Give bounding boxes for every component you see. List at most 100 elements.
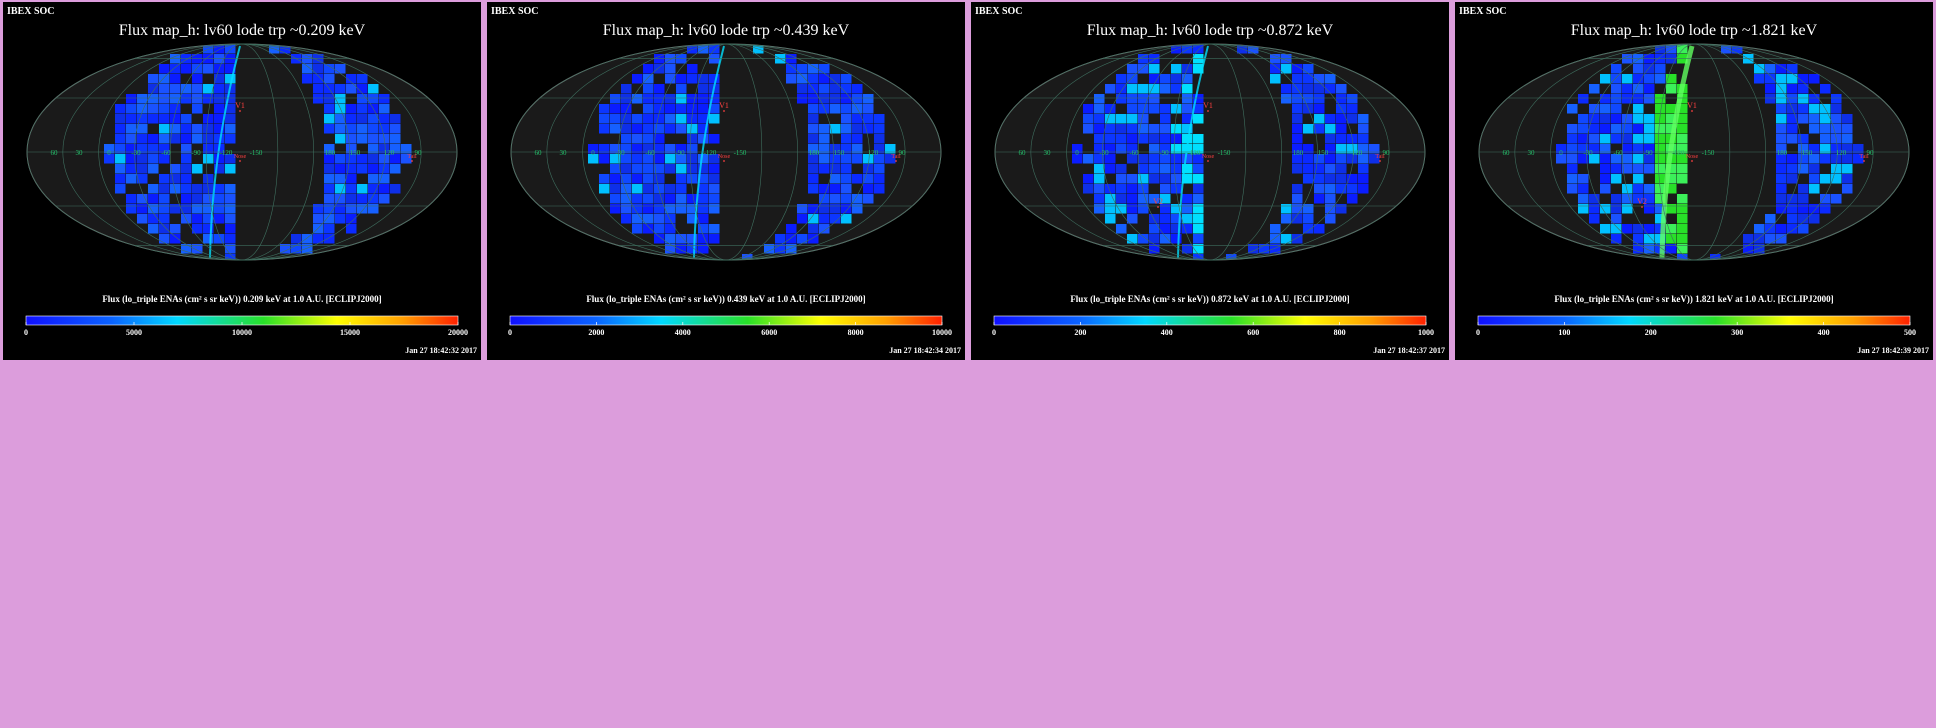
flux-pixel: [1105, 214, 1116, 224]
flux-pixel: [764, 244, 775, 254]
flux-pixel: [852, 204, 863, 214]
flux-pixel: [676, 154, 687, 164]
flux-pixel: [1787, 154, 1798, 164]
flux-pixel: [830, 124, 841, 134]
flux-pixel: [126, 134, 137, 144]
flux-pixel: [225, 124, 236, 134]
flux-pixel: [632, 154, 643, 164]
colorbar-tick-label: 5000: [126, 328, 142, 337]
flux-pixel: [1292, 204, 1303, 214]
flux-pixel: [368, 144, 379, 154]
flux-pixel: [1160, 224, 1171, 234]
flux-pixel: [1776, 94, 1787, 104]
flux-pixel: [1127, 184, 1138, 194]
flux-pixel: [1138, 164, 1149, 174]
flux-pixel: [808, 164, 819, 174]
flux-pixel: [368, 164, 379, 174]
flux-pixel: [346, 104, 357, 114]
flux-pixel: [1182, 114, 1193, 124]
flux-pixel: [654, 144, 665, 154]
flux-pixel: [632, 144, 643, 154]
flux-pixel: [181, 134, 192, 144]
flux-pixel: [1765, 74, 1776, 84]
flux-pixel: [1622, 184, 1633, 194]
flux-pixel: [1633, 244, 1644, 254]
flux-pixel: [1633, 224, 1644, 234]
marker-dot: [1641, 206, 1643, 208]
flux-pixel: [863, 174, 874, 184]
header-label: IBEX SOC: [1459, 6, 1507, 17]
flux-pixel: [808, 134, 819, 144]
flux-pixel: [1578, 124, 1589, 134]
flux-pixel: [885, 144, 896, 154]
flux-pixel: [599, 144, 610, 154]
flux-pixel: [1666, 184, 1677, 194]
flux-pixel: [1292, 234, 1303, 244]
flux-pixel: [874, 174, 885, 184]
flux-pixel: [1677, 94, 1688, 104]
flux-pixel: [1127, 64, 1138, 74]
flux-pixel: [1347, 144, 1358, 154]
flux-pixel: [324, 164, 335, 174]
flux-pixel: [203, 214, 214, 224]
longitude-label: 60: [535, 149, 543, 157]
flux-map-panel: 60 30 0 -30 -60 -90 -120 -150 180 150 120 90 V1 Nose T…: [1455, 2, 1933, 360]
flux-pixel: [1171, 44, 1182, 54]
longitude-line: [510, 43, 942, 261]
flux-pixel: [632, 74, 643, 84]
flux-pixel: [599, 124, 610, 134]
flux-pixel: [346, 184, 357, 194]
flux-pixel: [1644, 164, 1655, 174]
colorbar: [509, 315, 943, 326]
flux-pixel: [379, 174, 390, 184]
marker-dot: [239, 110, 241, 112]
flux-pixel: [676, 144, 687, 154]
longitude-label: -30: [615, 149, 625, 157]
flux-pixel: [192, 64, 203, 74]
flux-pixel: [610, 164, 621, 174]
flux-pixel: [1776, 114, 1787, 124]
flux-pixel: [1149, 154, 1160, 164]
flux-pixel: [1116, 164, 1127, 174]
flux-pixel: [1314, 104, 1325, 114]
flux-pixel: [819, 84, 830, 94]
flux-pixel: [1193, 234, 1204, 244]
flux-pixel: [324, 174, 335, 184]
flux-pixel: [1193, 64, 1204, 74]
flux-pixel: [324, 224, 335, 234]
flux-pixel: [863, 184, 874, 194]
flux-pixel: [808, 224, 819, 234]
flux-pixel: [621, 154, 632, 164]
flux-pixel: [654, 224, 665, 234]
flux-pixel: [170, 204, 181, 214]
flux-pixel: [1149, 104, 1160, 114]
flux-pixel: [335, 84, 346, 94]
flux-pixel: [1347, 104, 1358, 114]
longitude-label: 0: [107, 149, 111, 157]
flux-pixel: [775, 244, 786, 254]
flux-pixel: [808, 154, 819, 164]
flux-pixel: [709, 174, 720, 184]
flux-pixel: [687, 44, 698, 54]
flux-pixel: [852, 194, 863, 204]
flux-pixel: [698, 104, 709, 114]
flux-pixel: [1798, 134, 1809, 144]
flux-pixel: [313, 64, 324, 74]
flux-pixel: [687, 214, 698, 224]
flux-pixel: [1336, 174, 1347, 184]
flux-pixel: [1644, 224, 1655, 234]
flux-pixel: [192, 204, 203, 214]
flux-pixel: [1116, 84, 1127, 94]
graticule: [510, 43, 942, 261]
flux-pixel: [698, 204, 709, 214]
flux-pixel: [1578, 94, 1589, 104]
flux-pixels: [1556, 44, 1864, 260]
flux-pixel: [1809, 124, 1820, 134]
flux-pixel: [621, 164, 632, 174]
flux-pixel: [225, 184, 236, 194]
flux-pixel: [368, 174, 379, 184]
longitude-label: -60: [1613, 149, 1623, 157]
flux-pixel: [203, 174, 214, 184]
flux-pixel: [1622, 74, 1633, 84]
flux-pixel: [1644, 94, 1655, 104]
